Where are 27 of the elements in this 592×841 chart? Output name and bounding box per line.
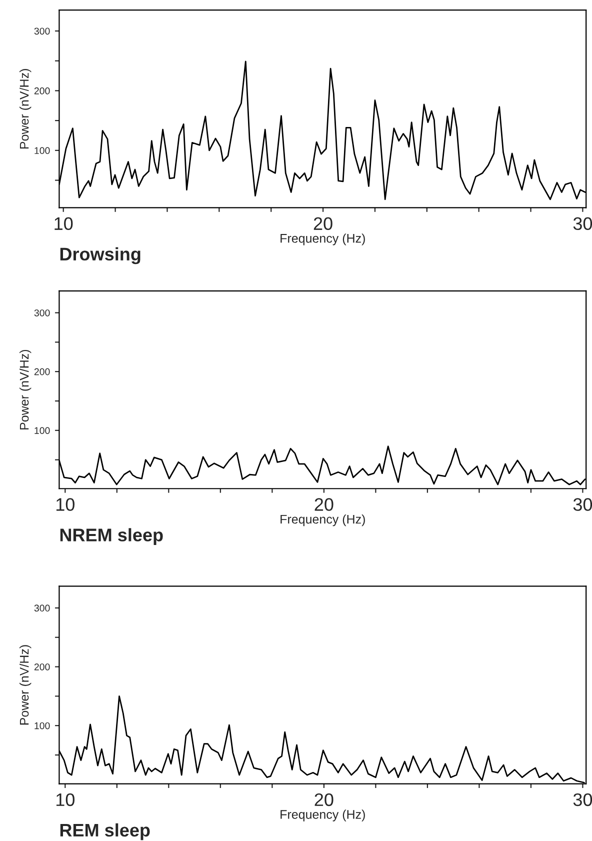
y-tick-label: 100	[34, 427, 50, 434]
x-tick-label: 10	[56, 793, 74, 806]
x-tick-label: 10	[54, 217, 73, 230]
x-tick-label: 20	[314, 793, 334, 806]
y-tick-label: 300	[34, 604, 50, 612]
y-tick-label: 200	[34, 87, 50, 94]
x-tick-label: 10	[56, 498, 74, 511]
y-tick-label: 100	[34, 722, 50, 730]
y-tick-label: 100	[34, 147, 50, 154]
text: REM sleep	[60, 823, 150, 840]
text: Drowsing	[60, 247, 140, 264]
x-axis-title: Frequency (Hz)	[280, 514, 365, 526]
y-tick-label: 300	[34, 28, 50, 35]
y-tick-label: 200	[34, 368, 50, 376]
y-axis-title: Power (nV/Hz)	[20, 645, 32, 725]
y-tick-label: 200	[34, 663, 50, 670]
x-tick-label: 20	[314, 498, 334, 511]
x-tick-label: 30	[573, 217, 592, 230]
text: NREM sleep	[60, 528, 163, 545]
x-axis-title: Frequency (Hz)	[280, 234, 365, 246]
x-tick-label: 20	[314, 217, 332, 230]
y-axis-title: Power (nV/Hz)	[20, 350, 32, 430]
x-tick-label: 30	[573, 793, 592, 806]
x-axis-title: Frequency (Hz)	[280, 810, 365, 822]
x-tick-label: 30	[573, 498, 592, 511]
y-tick-label: 300	[34, 309, 50, 316]
y-axis-title: Power (nV/Hz)	[20, 69, 32, 149]
